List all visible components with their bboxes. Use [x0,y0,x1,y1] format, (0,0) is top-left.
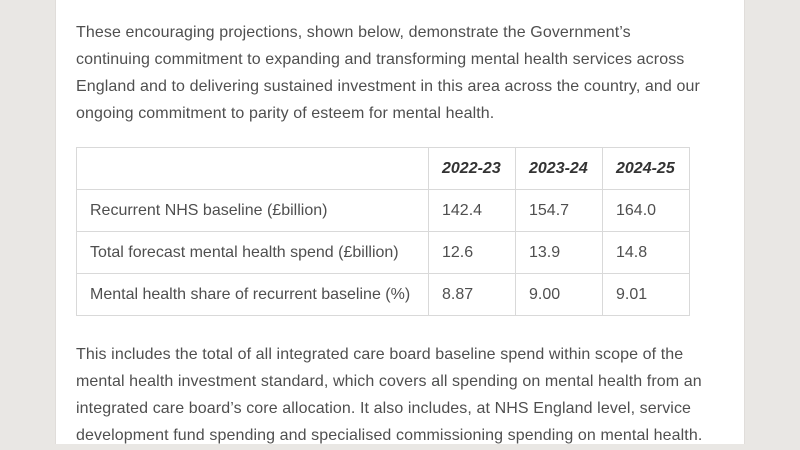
table-header-row: 2022-23 2023-24 2024-25 [76,147,690,190]
row-value: 164.0 [602,189,690,232]
table-header-empty [76,147,429,190]
row-value: 9.00 [515,273,603,316]
row-value: 14.8 [602,231,690,274]
mental-health-spend-table: 2022-23 2023-24 2024-25 Recurrent NHS ba… [76,147,690,316]
row-label: Total forecast mental health spend (£bil… [76,231,429,274]
table-row: Total forecast mental health spend (£bil… [76,231,690,274]
outro-paragraph: This includes the total of all integrate… [76,346,703,444]
row-value: 13.9 [515,231,603,274]
row-value: 142.4 [428,189,516,232]
table-header-2024-25: 2024-25 [602,147,690,190]
content-card: These encouraging projections, shown bel… [55,0,745,444]
table-header-2022-23: 2022-23 [428,147,516,190]
intro-paragraph: These encouraging projections, shown bel… [76,24,700,122]
row-value: 9.01 [602,273,690,316]
row-label: Recurrent NHS baseline (£billion) [76,189,429,232]
table-header-2023-24: 2023-24 [515,147,603,190]
row-label: Mental health share of recurrent baselin… [76,273,429,316]
row-value: 12.6 [428,231,516,274]
table-row: Recurrent NHS baseline (£billion) 142.4 … [76,189,690,232]
table-row: Mental health share of recurrent baselin… [76,273,690,316]
row-value: 154.7 [515,189,603,232]
row-value: 8.87 [428,273,516,316]
